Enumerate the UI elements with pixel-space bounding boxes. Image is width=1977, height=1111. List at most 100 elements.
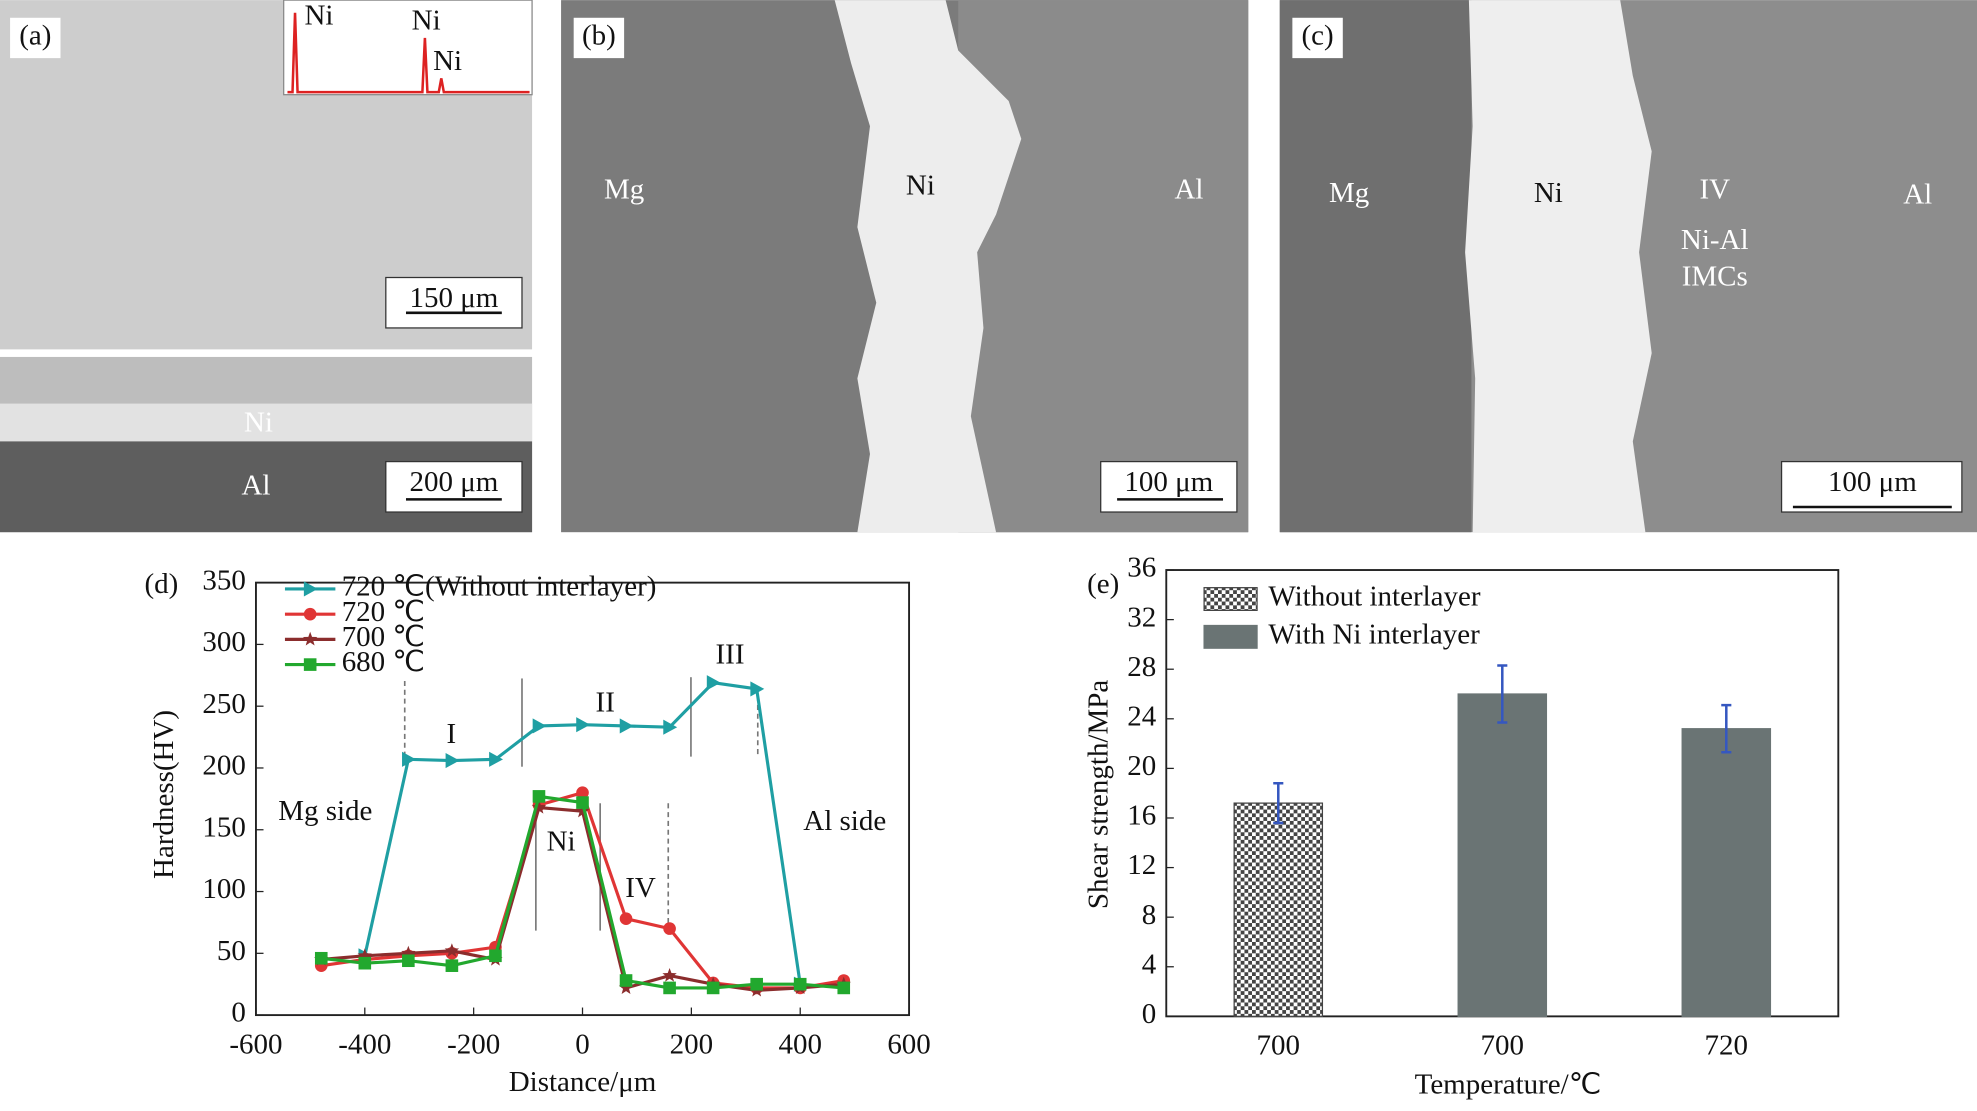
y-tick-label: 100 bbox=[202, 873, 245, 905]
marker bbox=[575, 803, 590, 818]
panel-label: (e) bbox=[1087, 568, 1119, 600]
marker bbox=[532, 718, 547, 734]
layer-label: Ni-Al bbox=[1681, 224, 1749, 256]
legend-label: 680 ℃ bbox=[342, 646, 425, 678]
y-axis-label: Hardness(HV) bbox=[148, 710, 180, 879]
x-tick-label: 0 bbox=[575, 1028, 590, 1060]
annotation: III bbox=[716, 639, 745, 671]
legend-label: 720 ℃(Without interlayer) bbox=[342, 571, 657, 603]
annotation: II bbox=[596, 687, 615, 719]
legend-swatch bbox=[1203, 587, 1258, 611]
marker bbox=[489, 751, 503, 767]
eds-peak: Ni bbox=[304, 0, 333, 31]
panel-label: (a) bbox=[19, 20, 51, 52]
micrograph-a: (a) Ni Ni Ni 150 μm Ni Al 200 μm bbox=[0, 0, 533, 533]
scale-bar: 100 μm bbox=[1828, 466, 1917, 498]
y-tick-label: 24 bbox=[1127, 700, 1156, 732]
layer-label: Mg bbox=[604, 173, 644, 205]
marker bbox=[402, 954, 415, 968]
marker bbox=[618, 980, 634, 995]
y-tick-label: 36 bbox=[1127, 552, 1156, 584]
x-tick-label: 200 bbox=[670, 1028, 713, 1060]
y-tick-label: 250 bbox=[202, 688, 245, 720]
x-tick-label: 700 bbox=[1481, 1030, 1524, 1062]
panel-label: (d) bbox=[144, 568, 178, 600]
marker bbox=[663, 922, 676, 935]
y-tick-label: 16 bbox=[1127, 800, 1156, 832]
y-tick-label: 28 bbox=[1127, 651, 1156, 683]
y-axis-label: Shear strength/MPa bbox=[1082, 680, 1114, 910]
marker bbox=[401, 945, 416, 960]
y-tick-label: 8 bbox=[1142, 899, 1157, 931]
marker bbox=[357, 948, 372, 962]
annotation: IV bbox=[625, 872, 656, 904]
y-tick-label: 150 bbox=[202, 811, 245, 843]
annotation: Ni bbox=[547, 825, 576, 857]
marker bbox=[303, 607, 317, 621]
bar bbox=[1681, 728, 1772, 1017]
layer-label: Ni bbox=[1534, 177, 1563, 209]
marker bbox=[303, 658, 317, 671]
marker bbox=[576, 796, 589, 809]
error-bar bbox=[1497, 664, 1508, 724]
marker bbox=[314, 951, 328, 965]
series-line bbox=[321, 794, 844, 990]
marker bbox=[576, 786, 589, 799]
marker bbox=[444, 943, 460, 957]
y-tick-label: 0 bbox=[231, 997, 246, 1029]
layer-label: IMCs bbox=[1682, 260, 1748, 292]
marker bbox=[303, 581, 318, 597]
scale-bar: 100 μm bbox=[1124, 466, 1213, 498]
panel-label: (b) bbox=[582, 20, 616, 52]
y-tick-label: 350 bbox=[202, 564, 245, 596]
y-tick-label: 12 bbox=[1127, 849, 1156, 881]
layer-label: Ni bbox=[906, 170, 935, 202]
bar bbox=[1457, 693, 1548, 1017]
y-tick-label: 4 bbox=[1142, 948, 1157, 980]
annotation: Mg side bbox=[278, 795, 372, 827]
marker bbox=[706, 981, 720, 995]
y-tick-label: 200 bbox=[202, 750, 245, 782]
eds-peak: Ni bbox=[433, 45, 462, 77]
marker bbox=[445, 752, 460, 769]
marker bbox=[402, 751, 416, 767]
marker bbox=[663, 981, 676, 995]
marker bbox=[663, 719, 678, 735]
error-bar bbox=[1721, 703, 1732, 754]
y-tick-label: 0 bbox=[1142, 998, 1157, 1030]
chart-e: (e) Temperature/℃ Shear strength/MPa bbox=[1082, 568, 1601, 1101]
x-tick-label: -400 bbox=[338, 1028, 391, 1060]
marker bbox=[619, 974, 633, 987]
layer-label: IV bbox=[1699, 173, 1730, 205]
marker bbox=[302, 631, 318, 646]
marker bbox=[837, 981, 851, 995]
x-axis-label: Temperature/℃ bbox=[1415, 1069, 1602, 1101]
marker bbox=[358, 956, 372, 970]
x-tick-label: -200 bbox=[447, 1028, 500, 1060]
layer-label: Mg bbox=[1329, 177, 1369, 209]
marker bbox=[619, 912, 633, 926]
series-line bbox=[321, 805, 844, 992]
marker bbox=[489, 949, 502, 963]
x-tick-label: 720 bbox=[1705, 1030, 1748, 1062]
annotation: Al side bbox=[803, 805, 886, 837]
micrograph-c: (c) Mg Ni IV Ni-Al IMCs Al 100 μm bbox=[1279, 0, 1977, 533]
y-tick-label: 50 bbox=[217, 935, 246, 967]
marker bbox=[750, 681, 765, 697]
marker bbox=[576, 717, 591, 733]
panel-label: (c) bbox=[1301, 20, 1333, 52]
micrograph-b: (b) Mg Ni Al 100 μm bbox=[561, 0, 1249, 533]
marker bbox=[793, 977, 807, 991]
legend-swatch bbox=[1203, 624, 1258, 649]
layer-label: Al bbox=[1903, 178, 1932, 210]
eds-peak: Ni bbox=[412, 4, 441, 36]
legend-label: 700 ℃ bbox=[342, 621, 425, 653]
marker bbox=[662, 967, 677, 982]
series-line bbox=[321, 790, 845, 990]
legend-label: With Ni interlayer bbox=[1268, 619, 1480, 651]
x-tick-label: 400 bbox=[778, 1028, 821, 1060]
scale-bar: 150 μm bbox=[409, 282, 498, 314]
annotation: I bbox=[447, 718, 457, 750]
